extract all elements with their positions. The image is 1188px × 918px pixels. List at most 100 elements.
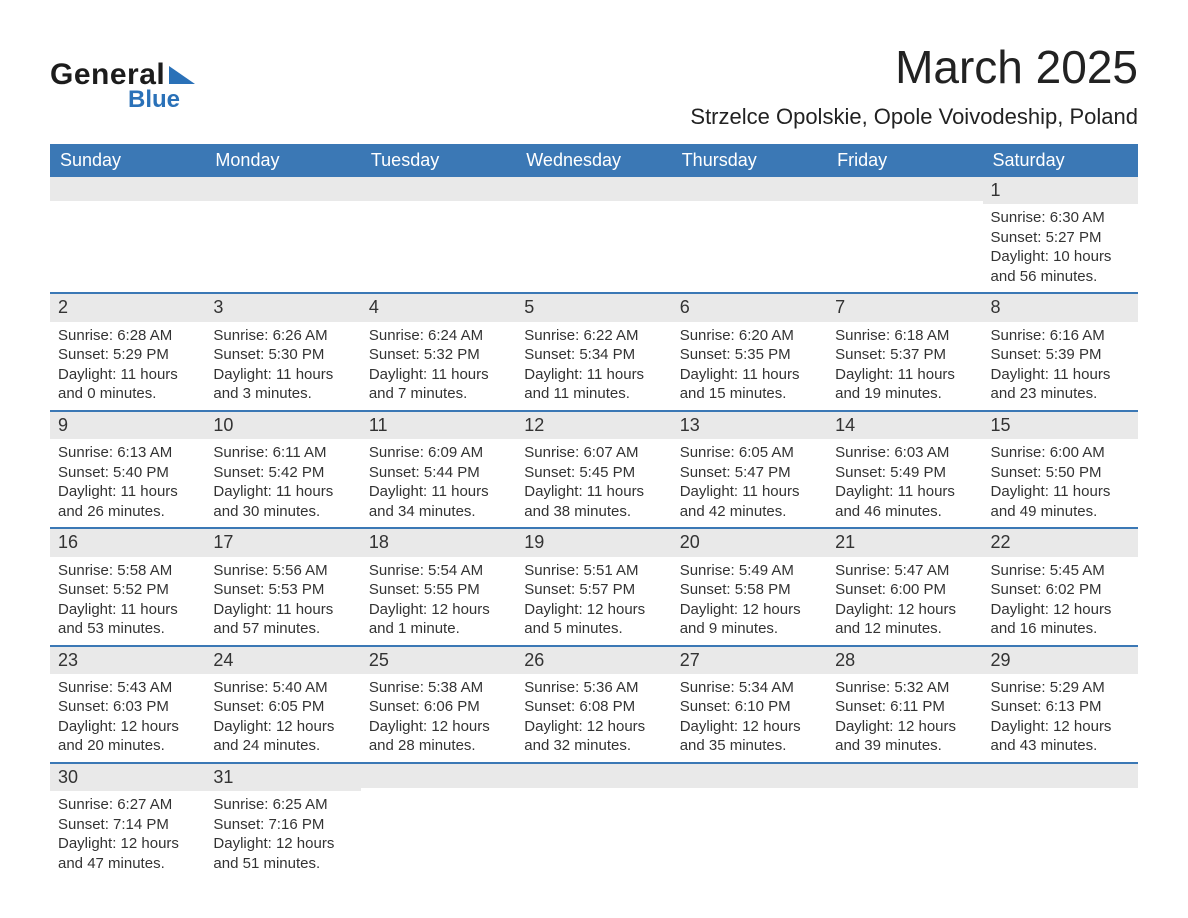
day-number: 6 bbox=[672, 294, 827, 321]
calendar-cell: 20Sunrise: 5:49 AMSunset: 5:58 PMDayligh… bbox=[672, 529, 827, 644]
day-number bbox=[983, 764, 1138, 788]
calendar-cell: 28Sunrise: 5:32 AMSunset: 6:11 PMDayligh… bbox=[827, 647, 982, 762]
daylight-line-1-value: 11 hours bbox=[431, 366, 488, 383]
daylight-line-2: and 56 minutes. bbox=[991, 267, 1130, 287]
daylight-line-2: and 53 minutes. bbox=[58, 619, 197, 639]
sunrise-line-value: 5:36 AM bbox=[583, 679, 638, 696]
sunset-line-label: Sunset: bbox=[524, 464, 575, 481]
sunset-line-label: Sunset: bbox=[213, 346, 264, 363]
sunrise-line-label: Sunrise: bbox=[680, 327, 735, 344]
sunrise-line: Sunrise: 6:27 AM bbox=[58, 795, 197, 815]
sunset-line-value: 6:00 PM bbox=[890, 581, 946, 598]
daylight-line-2: and 28 minutes. bbox=[369, 736, 508, 756]
sunrise-line-value: 6:28 AM bbox=[117, 327, 172, 344]
brand-logo: General Blue bbox=[50, 58, 195, 114]
sunrise-line-value: 6:03 AM bbox=[894, 444, 949, 461]
sunset-line-value: 5:53 PM bbox=[268, 581, 324, 598]
daylight-line-1-value: 11 hours bbox=[276, 483, 333, 500]
daylight-line-1-label: Daylight: bbox=[991, 366, 1049, 383]
sunset-line-value: 7:16 PM bbox=[268, 816, 324, 833]
daylight-line-1-label: Daylight: bbox=[213, 483, 271, 500]
sunset-line-label: Sunset: bbox=[524, 346, 575, 363]
day-number: 12 bbox=[516, 412, 671, 439]
sunset-line-value: 5:45 PM bbox=[579, 464, 635, 481]
day-number: 13 bbox=[672, 412, 827, 439]
sunrise-line-label: Sunrise: bbox=[58, 562, 113, 579]
calendar-cell: 7Sunrise: 6:18 AMSunset: 5:37 PMDaylight… bbox=[827, 294, 982, 409]
day-number: 31 bbox=[205, 764, 360, 791]
sunset-line-value: 5:55 PM bbox=[424, 581, 480, 598]
sunset-line-value: 5:30 PM bbox=[268, 346, 324, 363]
sunset-line-label: Sunset: bbox=[524, 698, 575, 715]
sunrise-line-value: 5:56 AM bbox=[273, 562, 328, 579]
header: General Blue March 2025 Strzelce Opolski… bbox=[50, 40, 1138, 130]
sunrise-line-label: Sunrise: bbox=[680, 444, 735, 461]
daylight-line-2: and 30 minutes. bbox=[213, 502, 352, 522]
daylight-line-1-label: Daylight: bbox=[213, 835, 271, 852]
sunset-line: Sunset: 5:49 PM bbox=[835, 463, 974, 483]
day-number: 20 bbox=[672, 529, 827, 556]
daylight-line-1: Daylight: 12 hours bbox=[369, 717, 508, 737]
calendar-cell: 19Sunrise: 5:51 AMSunset: 5:57 PMDayligh… bbox=[516, 529, 671, 644]
sunset-line-label: Sunset: bbox=[991, 464, 1042, 481]
sunrise-line-value: 5:49 AM bbox=[739, 562, 794, 579]
sunrise-line: Sunrise: 5:29 AM bbox=[991, 678, 1130, 698]
sunrise-line-value: 6:24 AM bbox=[428, 327, 483, 344]
calendar-cell: 1Sunrise: 6:30 AMSunset: 5:27 PMDaylight… bbox=[983, 177, 1138, 292]
sunrise-line-value: 6:20 AM bbox=[739, 327, 794, 344]
daylight-line-1-value: 11 hours bbox=[1053, 366, 1110, 383]
sunset-line-label: Sunset: bbox=[991, 346, 1042, 363]
daylight-line-1-label: Daylight: bbox=[213, 718, 271, 735]
sunrise-line-value: 6:13 AM bbox=[117, 444, 172, 461]
daylight-line-1-label: Daylight: bbox=[524, 483, 582, 500]
day-number: 15 bbox=[983, 412, 1138, 439]
calendar-cell: 10Sunrise: 6:11 AMSunset: 5:42 PMDayligh… bbox=[205, 412, 360, 527]
daylight-line-2: and 0 minutes. bbox=[58, 384, 197, 404]
daylight-line-1-label: Daylight: bbox=[835, 483, 893, 500]
sunset-line: Sunset: 5:58 PM bbox=[680, 580, 819, 600]
week-row: 1Sunrise: 6:30 AMSunset: 5:27 PMDaylight… bbox=[50, 177, 1138, 292]
sunset-line: Sunset: 6:00 PM bbox=[835, 580, 974, 600]
daylight-line-1-value: 11 hours bbox=[121, 483, 178, 500]
sunrise-line-value: 6:27 AM bbox=[117, 796, 172, 813]
week-row: 9Sunrise: 6:13 AMSunset: 5:40 PMDaylight… bbox=[50, 410, 1138, 527]
brand-triangle-icon bbox=[169, 66, 195, 84]
daylight-line-1-label: Daylight: bbox=[369, 366, 427, 383]
daylight-line-1-label: Daylight: bbox=[369, 718, 427, 735]
daylight-line-1-value: 12 hours bbox=[587, 601, 645, 618]
sunset-line-value: 6:02 PM bbox=[1046, 581, 1102, 598]
daylight-line-1-value: 12 hours bbox=[121, 835, 179, 852]
daylight-line-1-value: 11 hours bbox=[1053, 483, 1110, 500]
daylight-line-1-value: 11 hours bbox=[587, 483, 644, 500]
daylight-line-1: Daylight: 11 hours bbox=[369, 365, 508, 385]
sunrise-line-value: 5:54 AM bbox=[428, 562, 483, 579]
calendar-cell: 17Sunrise: 5:56 AMSunset: 5:53 PMDayligh… bbox=[205, 529, 360, 644]
sunrise-line-label: Sunrise: bbox=[835, 562, 890, 579]
sunrise-line-value: 5:45 AM bbox=[1050, 562, 1105, 579]
day-number: 24 bbox=[205, 647, 360, 674]
month-title: March 2025 bbox=[690, 40, 1138, 94]
sunrise-line-label: Sunrise: bbox=[991, 562, 1046, 579]
daylight-line-1-label: Daylight: bbox=[369, 483, 427, 500]
sunrise-line: Sunrise: 6:18 AM bbox=[835, 326, 974, 346]
sunrise-line: Sunrise: 6:00 AM bbox=[991, 443, 1130, 463]
sunset-line: Sunset: 5:57 PM bbox=[524, 580, 663, 600]
sunset-line-value: 5:58 PM bbox=[735, 581, 791, 598]
daylight-line-2: and 11 minutes. bbox=[524, 384, 663, 404]
sunrise-line-label: Sunrise: bbox=[991, 327, 1046, 344]
sunrise-line-value: 6:16 AM bbox=[1050, 327, 1105, 344]
sunrise-line-label: Sunrise: bbox=[213, 796, 268, 813]
sunset-line: Sunset: 5:39 PM bbox=[991, 345, 1130, 365]
daylight-line-1-label: Daylight: bbox=[680, 718, 738, 735]
day-number: 18 bbox=[361, 529, 516, 556]
sunset-line-value: 5:40 PM bbox=[113, 464, 169, 481]
sunrise-line-value: 6:26 AM bbox=[273, 327, 328, 344]
calendar-cell-blank bbox=[827, 764, 982, 879]
day-number: 30 bbox=[50, 764, 205, 791]
daylight-line-2: and 20 minutes. bbox=[58, 736, 197, 756]
daylight-line-2: and 49 minutes. bbox=[991, 502, 1130, 522]
sunset-line: Sunset: 6:05 PM bbox=[213, 697, 352, 717]
day-number: 3 bbox=[205, 294, 360, 321]
sunset-line-label: Sunset: bbox=[213, 581, 264, 598]
sunrise-line: Sunrise: 6:30 AM bbox=[991, 208, 1130, 228]
